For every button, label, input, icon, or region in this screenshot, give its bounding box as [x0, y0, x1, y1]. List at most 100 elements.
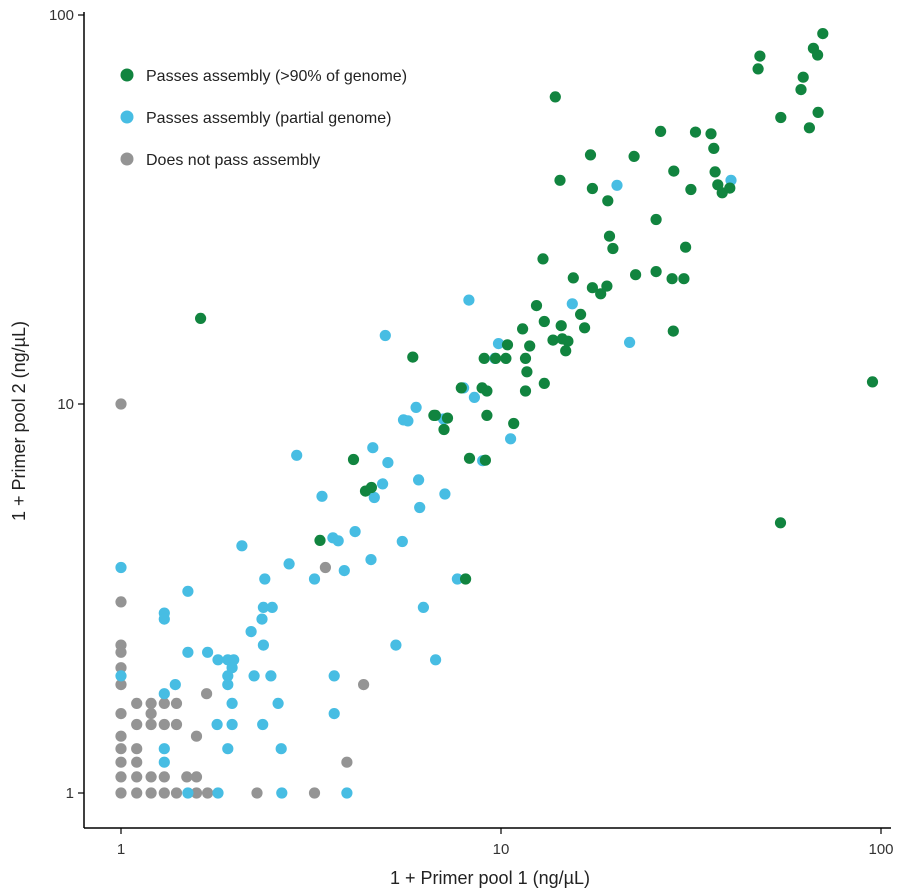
data-point — [115, 596, 127, 608]
data-point — [115, 730, 127, 742]
data-point — [349, 526, 361, 538]
legend-marker — [120, 68, 134, 82]
data-point — [705, 128, 717, 140]
data-point — [257, 718, 269, 731]
data-point — [211, 718, 223, 731]
data-point — [131, 771, 143, 783]
data-point — [708, 142, 720, 154]
data-point — [478, 352, 490, 364]
data-point — [603, 230, 616, 242]
data-point — [562, 335, 574, 347]
data-point — [490, 352, 502, 364]
data-point — [145, 771, 157, 783]
data-point — [283, 558, 295, 570]
data-point — [538, 315, 550, 328]
data-point — [689, 126, 702, 138]
data-point — [115, 670, 127, 682]
data-point — [492, 338, 505, 350]
data-point — [501, 339, 514, 351]
data-point — [407, 351, 419, 363]
data-point — [115, 771, 127, 783]
data-point — [347, 453, 360, 466]
data-point — [226, 697, 238, 710]
data-point — [145, 697, 157, 710]
data-point — [678, 273, 690, 285]
data-point — [226, 718, 238, 731]
data-point — [555, 320, 567, 332]
data-point — [257, 639, 269, 651]
data-point — [365, 554, 377, 566]
data-point — [812, 106, 824, 118]
data-point — [584, 149, 597, 161]
data-point — [680, 241, 692, 253]
data-point — [390, 639, 402, 651]
x-tick-label: 1 — [117, 841, 125, 858]
legend-marker — [120, 110, 134, 124]
x-tick-label: 100 — [868, 841, 893, 858]
data-point — [439, 488, 451, 500]
data-point — [566, 298, 578, 310]
legend-marker — [120, 152, 134, 166]
data-point — [441, 412, 454, 424]
data-point — [272, 697, 284, 710]
data-point — [115, 679, 127, 691]
data-point — [601, 280, 613, 292]
y-axis-ticks: 1 10 100 — [49, 7, 84, 802]
data-point — [396, 535, 408, 548]
y-tick-label: 10 — [57, 396, 74, 413]
y-tick-label: 100 — [49, 7, 74, 24]
data-point — [202, 787, 214, 799]
data-point — [115, 787, 127, 799]
data-point — [517, 323, 529, 335]
data-point — [537, 253, 549, 265]
data-point — [709, 166, 721, 178]
data-point — [222, 670, 234, 682]
data-point — [115, 561, 127, 574]
data-point — [158, 613, 170, 625]
legend-label: Passes assembly (>90% of genome) — [146, 68, 407, 85]
data-point — [182, 646, 194, 658]
data-point — [332, 535, 344, 547]
data-point — [607, 242, 619, 255]
data-point — [611, 179, 623, 191]
data-point — [655, 125, 667, 137]
data-point — [668, 165, 680, 177]
data-point — [429, 409, 441, 421]
data-point — [190, 730, 203, 742]
data-point — [430, 654, 442, 666]
data-point — [358, 679, 370, 691]
data-point — [685, 183, 697, 196]
data-point — [266, 601, 278, 614]
data-point — [774, 517, 787, 529]
x-axis-label: 1 + Primer pool 1 (ng/µL) — [390, 868, 590, 888]
data-point — [481, 385, 493, 397]
data-point — [377, 478, 389, 490]
data-point — [115, 662, 127, 674]
data-point — [650, 213, 662, 226]
data-point — [115, 743, 127, 755]
data-point — [259, 573, 271, 585]
data-point — [222, 679, 234, 691]
data-point — [479, 454, 491, 466]
data-point — [586, 182, 599, 195]
data-point — [257, 601, 269, 614]
data-point — [567, 272, 579, 284]
data-point — [328, 670, 340, 682]
data-point — [554, 174, 566, 186]
data-point — [170, 787, 183, 799]
data-point — [131, 697, 143, 710]
data-point — [547, 334, 559, 346]
data-point — [410, 401, 422, 413]
data-point — [319, 561, 331, 574]
data-point — [170, 718, 183, 731]
data-point — [505, 433, 517, 445]
data-point — [212, 787, 224, 799]
data-point — [812, 49, 824, 61]
data-point — [316, 490, 328, 502]
data-point — [170, 697, 183, 710]
plot-marks — [115, 27, 879, 799]
data-point — [131, 756, 143, 768]
data-point — [519, 352, 532, 364]
data-point — [131, 787, 143, 799]
data-point — [201, 688, 213, 700]
